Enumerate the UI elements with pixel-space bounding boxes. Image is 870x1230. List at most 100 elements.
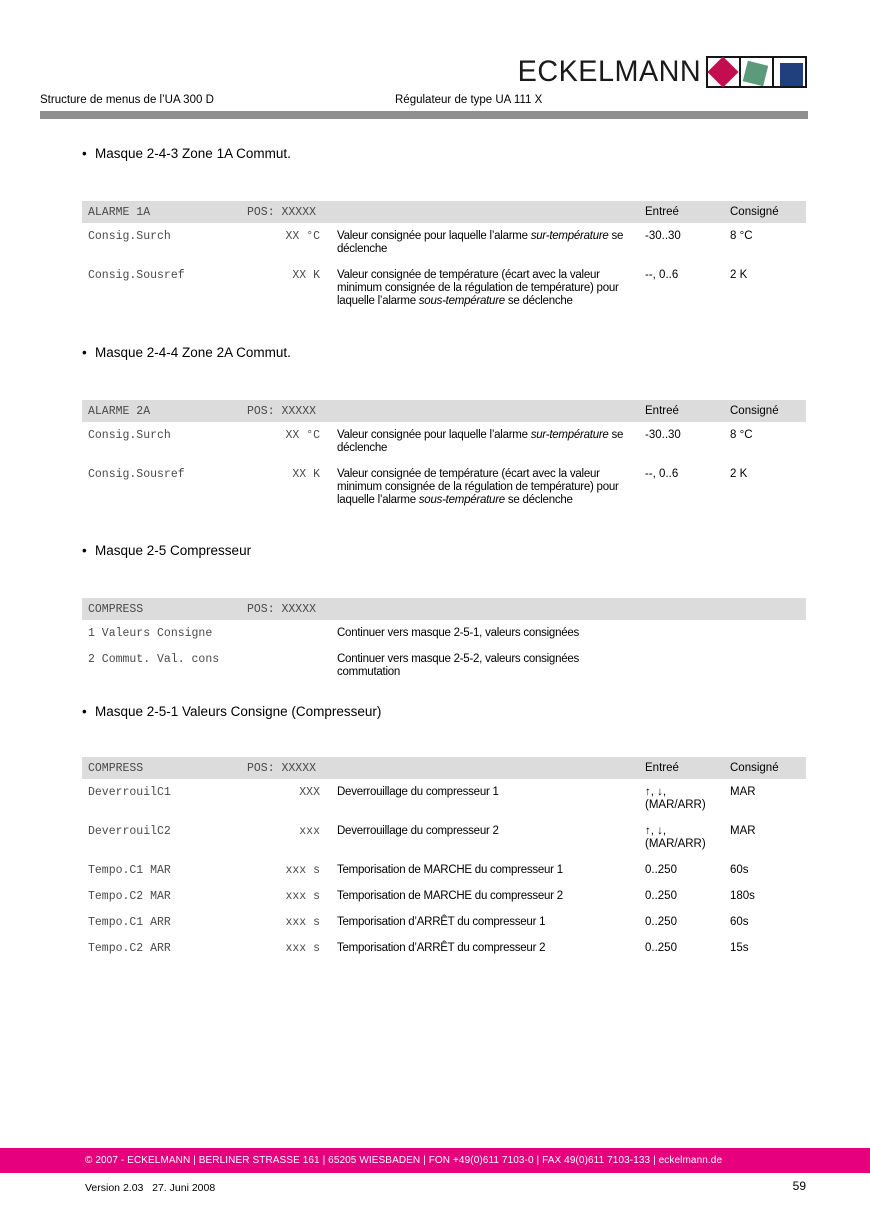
table-title: COMPRESS — [88, 602, 144, 616]
param-consigne: 8 °C — [730, 230, 753, 242]
table-row: Tempo.C1 ARR xxx s Temporisation d’ARRÊT… — [82, 909, 806, 935]
table-row: Consig.Sousref XX K Valeur consignée de … — [82, 262, 806, 314]
table-header-row: ALARME 2A POS: XXXXX Entreé Consigné — [82, 400, 806, 422]
param-entree: 0..250 — [645, 864, 677, 876]
param-name: DeverrouilC1 — [88, 786, 171, 799]
column-header-entree: Entreé — [645, 206, 679, 218]
param-name: Consig.Surch — [88, 429, 171, 442]
param-description: Deverrouillage du compresseur 2 — [337, 825, 499, 837]
param-entree: ↑, ↓, (MAR/ARR) — [645, 825, 706, 850]
running-head: Structure de menus de l’UA 300 D Régulat… — [40, 94, 808, 108]
param-value: XX K — [292, 468, 320, 481]
param-description: Temporisation d’ARRÊT du compresseur 1 — [337, 916, 546, 928]
param-value: xxx — [299, 825, 320, 838]
param-entree: -30..30 — [645, 230, 681, 242]
param-description: Temporisation de MARCHE du compresseur 1 — [337, 864, 563, 876]
param-consigne: 180s — [730, 890, 755, 902]
param-value: xxx s — [285, 864, 320, 877]
table-row: DeverrouilC1 XXX Deverrouillage du compr… — [82, 779, 806, 818]
param-description: Temporisation d’ARRÊT du compresseur 2 — [337, 942, 546, 954]
table-body: 1 Valeurs Consigne Continuer vers masque… — [82, 620, 806, 685]
section-heading: • Masque 2-5 Compresseur — [82, 543, 806, 559]
section-heading-text: Masque 2-5-1 Valeurs Consigne (Compresse… — [95, 704, 382, 719]
param-consigne — [727, 627, 806, 640]
running-head-left: Structure de menus de l’UA 300 D — [40, 94, 214, 106]
logo-wordmark: ECKELMANN — [517, 55, 701, 88]
param-value: XXX — [299, 786, 320, 799]
param-consigne: 2 K — [730, 269, 748, 281]
blue-square-icon — [780, 63, 803, 86]
bullet-icon: • — [82, 345, 87, 360]
param-consigne: 15s — [730, 942, 749, 954]
table-pos-label: POS: XXXXX — [247, 404, 317, 418]
table-header-row: COMPRESS POS: XXXXX — [82, 598, 806, 620]
table-compress-menu: COMPRESS POS: XXXXX 1 Valeurs Consigne C… — [82, 598, 806, 685]
running-head-center: Régulateur de type UA 111 X — [395, 94, 543, 106]
table-pos-label: POS: XXXXX — [247, 761, 317, 775]
version-label: Version 2.03 27. Juni 2008 — [85, 1182, 216, 1194]
bullet-icon: • — [82, 543, 87, 558]
table-alarme-2a: ALARME 2A POS: XXXXX Entreé Consigné Con… — [82, 400, 806, 513]
param-name: Tempo.C1 MAR — [88, 864, 171, 877]
param-description: Valeur consignée de température (écart a… — [337, 468, 619, 506]
table-pos-label: POS: XXXXX — [247, 205, 317, 219]
section-masque-2-5-1: • Masque 2-5-1 Valeurs Consigne (Compress… — [82, 704, 806, 961]
table-body: Consig.Surch XX °C Valeur consignée pour… — [82, 223, 806, 314]
section-heading: • Masque 2-4-4 Zone 2A Commut. — [82, 345, 806, 361]
table-row: Consig.Surch XX °C Valeur consignée pour… — [82, 422, 806, 461]
param-description: Continuer vers masque 2-5-2, valeurs con… — [337, 653, 580, 678]
param-consigne — [727, 653, 806, 679]
logo-cell-1 — [707, 56, 741, 88]
column-header-consigne: Consigné — [730, 405, 779, 417]
param-consigne: MAR — [730, 786, 756, 798]
table-row: DeverrouilC2 xxx Deverrouillage du compr… — [82, 818, 806, 857]
table-row: Tempo.C2 ARR xxx s Temporisation d’ARRÊT… — [82, 935, 806, 961]
table-row: Tempo.C2 MAR xxx s Temporisation de MARC… — [82, 883, 806, 909]
param-consigne: 8 °C — [730, 429, 753, 441]
eckelmann-logo: ECKELMANN — [510, 56, 807, 88]
table-header-row: COMPRESS POS: XXXXX Entreé Consigné — [82, 757, 806, 779]
table-row: 1 Valeurs Consigne Continuer vers masque… — [82, 620, 806, 646]
table-body: Consig.Surch XX °C Valeur consignée pour… — [82, 422, 806, 513]
param-description: Temporisation de MARCHE du compresseur 2 — [337, 890, 563, 902]
param-description: Valeur consignée pour laquelle l’alarme … — [337, 429, 624, 454]
table-alarme-1a: ALARME 1A POS: XXXXX Entreé Consigné Con… — [82, 201, 806, 314]
table-compress-valeurs: COMPRESS POS: XXXXX Entreé Consigné Deve… — [82, 757, 806, 961]
param-value: XX K — [292, 269, 320, 282]
param-name: Tempo.C1 ARR — [88, 916, 171, 929]
param-name: 1 Valeurs Consigne — [88, 627, 213, 640]
param-entree: -30..30 — [645, 429, 681, 441]
table-title: COMPRESS — [88, 761, 144, 775]
magenta-diamond-icon — [707, 56, 739, 88]
param-consigne: 60s — [730, 864, 749, 876]
page-number: 59 — [792, 1179, 806, 1193]
param-value — [247, 653, 320, 679]
footer-bar: © 2007 - ECKELMANN | BERLINER STRASSE 16… — [0, 1148, 870, 1173]
table-header-row: ALARME 1A POS: XXXXX Entreé Consigné — [82, 201, 806, 223]
param-name: 2 Commut. Val. cons — [88, 653, 220, 666]
section-heading-text: Masque 2-4-4 Zone 2A Commut. — [95, 345, 291, 360]
bullet-icon: • — [82, 146, 87, 161]
footer-bar-text: © 2007 - ECKELMANN | BERLINER STRASSE 16… — [85, 1155, 723, 1166]
param-description: Valeur consignée pour laquelle l’alarme … — [337, 230, 624, 255]
section-masque-2-5: • Masque 2-5 Compresseur COMPRESS POS: XX… — [82, 543, 806, 685]
table-row: Consig.Sousref XX K Valeur consignée de … — [82, 461, 806, 513]
column-header-consigne: Consigné — [730, 206, 779, 218]
bullet-icon: • — [82, 704, 87, 719]
param-description: Deverrouillage du compresseur 1 — [337, 786, 499, 798]
param-consigne: 2 K — [730, 468, 748, 480]
param-value — [247, 627, 320, 640]
section-heading: • Masque 2-4-3 Zone 1A Commut. — [82, 146, 806, 162]
table-title: ALARME 2A — [88, 404, 151, 418]
param-name: Consig.Sousref — [88, 468, 185, 481]
column-header-entree: Entreé — [645, 762, 679, 774]
section-masque-2-4-4: • Masque 2-4-4 Zone 2A Commut. ALARME 2A … — [82, 345, 806, 513]
table-pos-label: POS: XXXXX — [247, 602, 317, 616]
table-row: Tempo.C1 MAR xxx s Temporisation de MARC… — [82, 857, 806, 883]
section-masque-2-4-3: • Masque 2-4-3 Zone 1A Commut. ALARME 1A … — [82, 146, 806, 314]
table-title: ALARME 1A — [88, 205, 151, 219]
param-value: xxx s — [285, 890, 320, 903]
param-consigne: 60s — [730, 916, 749, 928]
param-entree: ↑, ↓, (MAR/ARR) — [645, 786, 706, 811]
